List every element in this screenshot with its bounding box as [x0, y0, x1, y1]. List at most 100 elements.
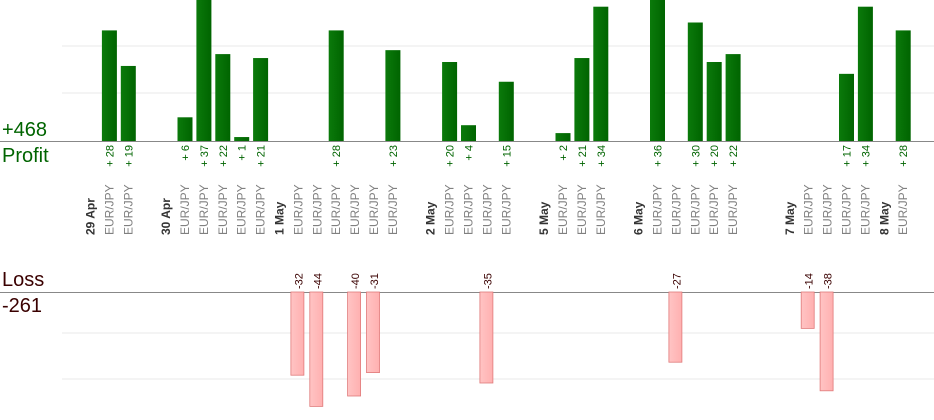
loss-bar — [819, 291, 834, 392]
loss-value-label: -38 — [823, 273, 835, 289]
pair-label: EUR/JPY — [386, 184, 400, 235]
profit-value-label: + 28 — [104, 145, 116, 167]
profit-bar — [328, 30, 344, 141]
profit-value-label: + 23 — [388, 145, 400, 167]
pair-label: EUR/JPY — [348, 184, 362, 235]
profit-value-label: + 17 — [842, 145, 854, 167]
profit-value-label: + 20 — [709, 145, 721, 167]
profit-bar — [555, 133, 571, 141]
profit-value-label: + 20 — [445, 145, 457, 167]
pair-label: EUR/JPY — [840, 184, 854, 235]
loss-bar — [366, 291, 380, 373]
profit-value-label: + 28 — [898, 145, 910, 167]
loss-value-label: -35 — [482, 273, 494, 289]
pair-label: EUR/JPY — [480, 184, 494, 235]
loss-bar — [309, 291, 324, 407]
profit-value-label: + 6 — [180, 145, 192, 161]
profit-total: +468 — [2, 119, 48, 141]
profit-label: Profit — [2, 145, 49, 167]
profit-bar — [385, 50, 401, 141]
pair-label: EUR/JPY — [802, 184, 816, 235]
profit-value-label: + 21 — [256, 145, 268, 167]
profit-bar — [177, 117, 193, 141]
profit-bar — [461, 125, 476, 141]
profit-bar — [706, 62, 722, 141]
loss-label: Loss — [2, 269, 45, 291]
pair-label: EUR/JPY — [896, 184, 910, 235]
pair-label: EUR/JPY — [443, 184, 457, 235]
loss-total: -261 — [2, 295, 43, 317]
loss-bar — [800, 291, 815, 329]
loss-value-label: -32 — [293, 273, 305, 289]
pair-label: EUR/JPY — [291, 184, 305, 235]
loss-bar — [479, 291, 494, 384]
date-label: 7 May — [783, 201, 797, 235]
profit-value-label: + 21 — [577, 145, 589, 167]
pair-label: EUR/JPY — [669, 184, 683, 235]
pair-label: EUR/JPY — [102, 184, 116, 235]
profit-value-label: + 22 — [728, 145, 740, 167]
pair-label: EUR/JPY — [197, 184, 211, 235]
pair-label: EUR/JPY — [707, 184, 721, 235]
pair-label: EUR/JPY — [310, 184, 324, 235]
profit-bar — [839, 73, 854, 141]
profit-bar — [442, 62, 458, 141]
loss-bar — [347, 291, 362, 397]
pair-label: EUR/JPY — [235, 184, 249, 235]
loss-value-label: -44 — [312, 273, 324, 289]
pair-label: EUR/JPY — [329, 184, 343, 235]
pair-label: EUR/JPY — [688, 184, 702, 235]
pair-label: EUR/JPY — [594, 184, 608, 235]
profit-bar — [650, 0, 665, 141]
profit-bar — [196, 0, 212, 141]
profit-bar — [498, 81, 514, 141]
pair-label: EUR/JPY — [556, 184, 570, 235]
profit-value-label: + 34 — [860, 145, 872, 167]
profit-bar — [120, 65, 136, 141]
pair-label: EUR/JPY — [367, 184, 381, 235]
profit-bar — [101, 30, 117, 141]
pair-label: EUR/JPY — [178, 184, 192, 235]
profit-value-label: + 19 — [123, 145, 135, 167]
loss-bar — [290, 291, 305, 376]
profit-value-label: + 30 — [690, 145, 702, 167]
date-label: 1 May — [273, 201, 287, 235]
profit-value-label: + 28 — [331, 145, 343, 167]
loss-bar — [668, 291, 683, 363]
loss-value-label: -40 — [350, 273, 362, 289]
pair-label: EUR/JPY — [499, 184, 513, 235]
profit-value-label: + 37 — [199, 145, 211, 167]
pair-label: EUR/JPY — [726, 184, 740, 235]
date-label: 5 May — [537, 201, 551, 235]
date-label: 2 May — [424, 201, 438, 235]
profit-bar — [687, 22, 703, 141]
pair-label: EUR/JPY — [254, 184, 268, 235]
profit-value-label: + 22 — [218, 145, 230, 167]
date-label: 8 May — [877, 201, 891, 235]
profit-bar — [574, 58, 590, 141]
profit-value-label: + 1 — [237, 145, 249, 161]
profit-bar — [593, 6, 609, 142]
profit-bar — [895, 30, 911, 141]
loss-value-label: -31 — [369, 273, 381, 289]
profit-value-label: + 36 — [653, 145, 665, 167]
profit-value-label: + 15 — [501, 145, 513, 167]
profit-bar — [725, 54, 741, 141]
loss-value-label: -14 — [804, 273, 816, 289]
profit-value-label: + 4 — [464, 145, 476, 161]
pair-label: EUR/JPY — [462, 184, 476, 235]
profit-bar — [215, 54, 231, 141]
profit-bar — [253, 58, 269, 141]
profit-bar — [857, 6, 873, 142]
profit-value-label: + 2 — [558, 145, 570, 161]
profit-bar — [234, 137, 250, 141]
date-label: 6 May — [632, 201, 646, 235]
pair-label: EUR/JPY — [821, 184, 835, 235]
loss-value-label: -27 — [671, 273, 683, 289]
pair-label: EUR/JPY — [121, 184, 135, 235]
date-label: 29 Apr — [84, 198, 98, 235]
pair-label: EUR/JPY — [575, 184, 589, 235]
pair-label: EUR/JPY — [858, 184, 872, 235]
date-label: 30 Apr — [159, 198, 173, 235]
